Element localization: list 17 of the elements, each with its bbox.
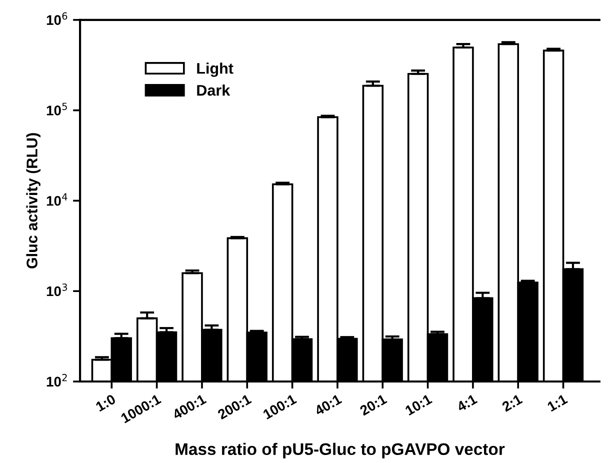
y-tick-label: 10$^{6}$ [46, 12, 68, 25]
x-tick-label: 4:1 [456, 394, 478, 412]
legend-label: Light [197, 62, 234, 77]
x-tick-label: 2:1 [501, 394, 523, 412]
y-axis-title: Gluc activity (RLU) [26, 133, 40, 268]
x-tick-label: 20:1 [359, 394, 388, 416]
y-tick-label: 10$^{2}$ [46, 374, 67, 387]
x-tick-label: 40:1 [314, 394, 342, 416]
x-axis-title: Mass ratio of pU5-Gluc to pGAVPO vector [176, 442, 505, 458]
x-tick-label: 1:0 [95, 394, 116, 412]
x-tick-label: 1:1 [546, 394, 568, 412]
y-tick-label: 10$^{3}$ [46, 284, 67, 296]
y-tick-label: 10$^{4}$ [46, 193, 68, 206]
legend-label: Dark [197, 84, 230, 96]
x-tick-label: 10:1 [404, 394, 433, 416]
y-tick-label: 10$^{5}$ [46, 102, 67, 116]
x-tick-label: 400:1 [172, 394, 207, 420]
